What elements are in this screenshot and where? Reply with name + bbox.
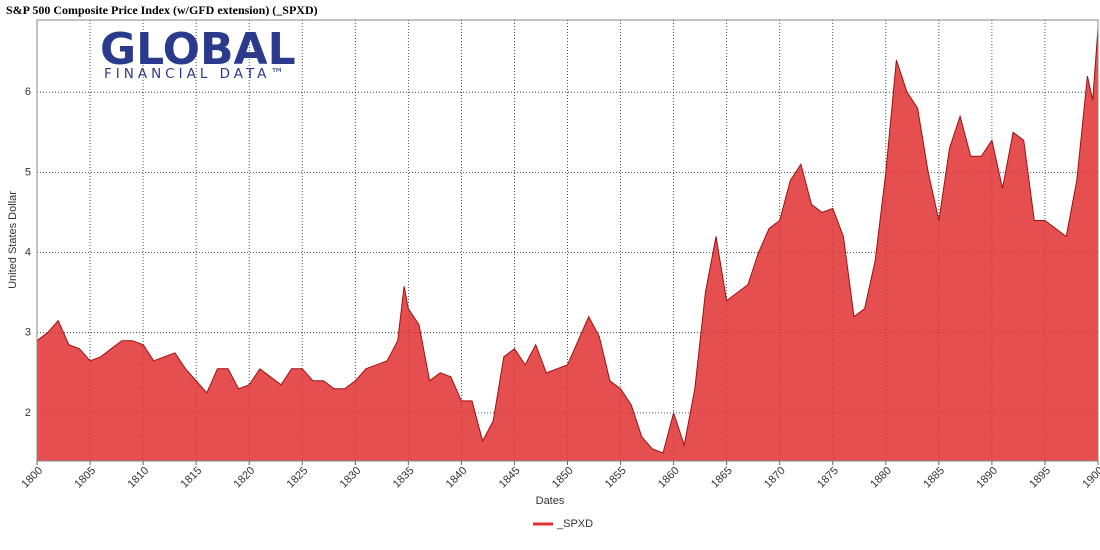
y-tick-label: 6 [25,86,31,98]
y-tick-label: 3 [25,327,31,339]
logo-name: GLOBAL [100,24,296,75]
y-tick-label: 4 [25,246,31,258]
chart-title: S&P 500 Composite Price Index (w/GFD ext… [6,3,318,17]
plot-area [36,19,1099,462]
y-axis-label: United States Dollar [7,191,19,289]
logo-tagline: FINANCIAL DATA™ [104,66,288,82]
legend-label: _SPXD [556,518,593,530]
logo: GLOBAL FINANCIAL DATA™ [100,24,296,82]
y-tick-label: 2 [25,407,31,419]
area [36,27,1099,462]
y-tick-label: 5 [25,166,31,178]
x-axis-label: Dates [536,495,565,507]
